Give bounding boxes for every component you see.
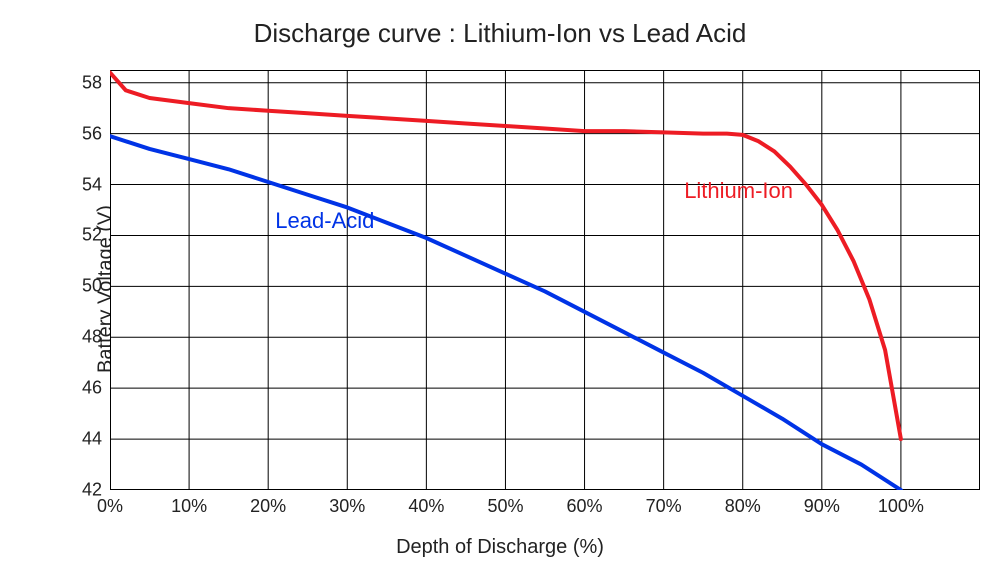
y-tick-label: 56 [82, 123, 110, 144]
x-tick-label: 80% [725, 490, 761, 517]
chart-container: Discharge curve : Lithium-Ion vs Lead Ac… [0, 0, 1000, 577]
y-tick-label: 48 [82, 327, 110, 348]
x-tick-label: 70% [646, 490, 682, 517]
x-tick-label: 100% [878, 490, 924, 517]
x-axis-label: Depth of Discharge (%) [0, 536, 1000, 559]
y-tick-label: 46 [82, 378, 110, 399]
x-tick-label: 10% [171, 490, 207, 517]
x-tick-label: 50% [487, 490, 523, 517]
x-tick-label: 40% [408, 490, 444, 517]
y-tick-label: 50 [82, 276, 110, 297]
chart-title: Discharge curve : Lithium-Ion vs Lead Ac… [0, 18, 1000, 49]
plot-area: PowerTech systems 4244464850525456580%10… [110, 70, 980, 490]
y-tick-label: 58 [82, 72, 110, 93]
y-tick-label: 44 [82, 429, 110, 450]
plot-svg [110, 70, 980, 490]
y-tick-label: 54 [82, 174, 110, 195]
y-tick-label: 52 [82, 225, 110, 246]
x-tick-label: 0% [97, 490, 123, 517]
x-tick-label: 30% [329, 490, 365, 517]
x-tick-label: 20% [250, 490, 286, 517]
x-tick-label: 90% [804, 490, 840, 517]
x-tick-label: 60% [567, 490, 603, 517]
